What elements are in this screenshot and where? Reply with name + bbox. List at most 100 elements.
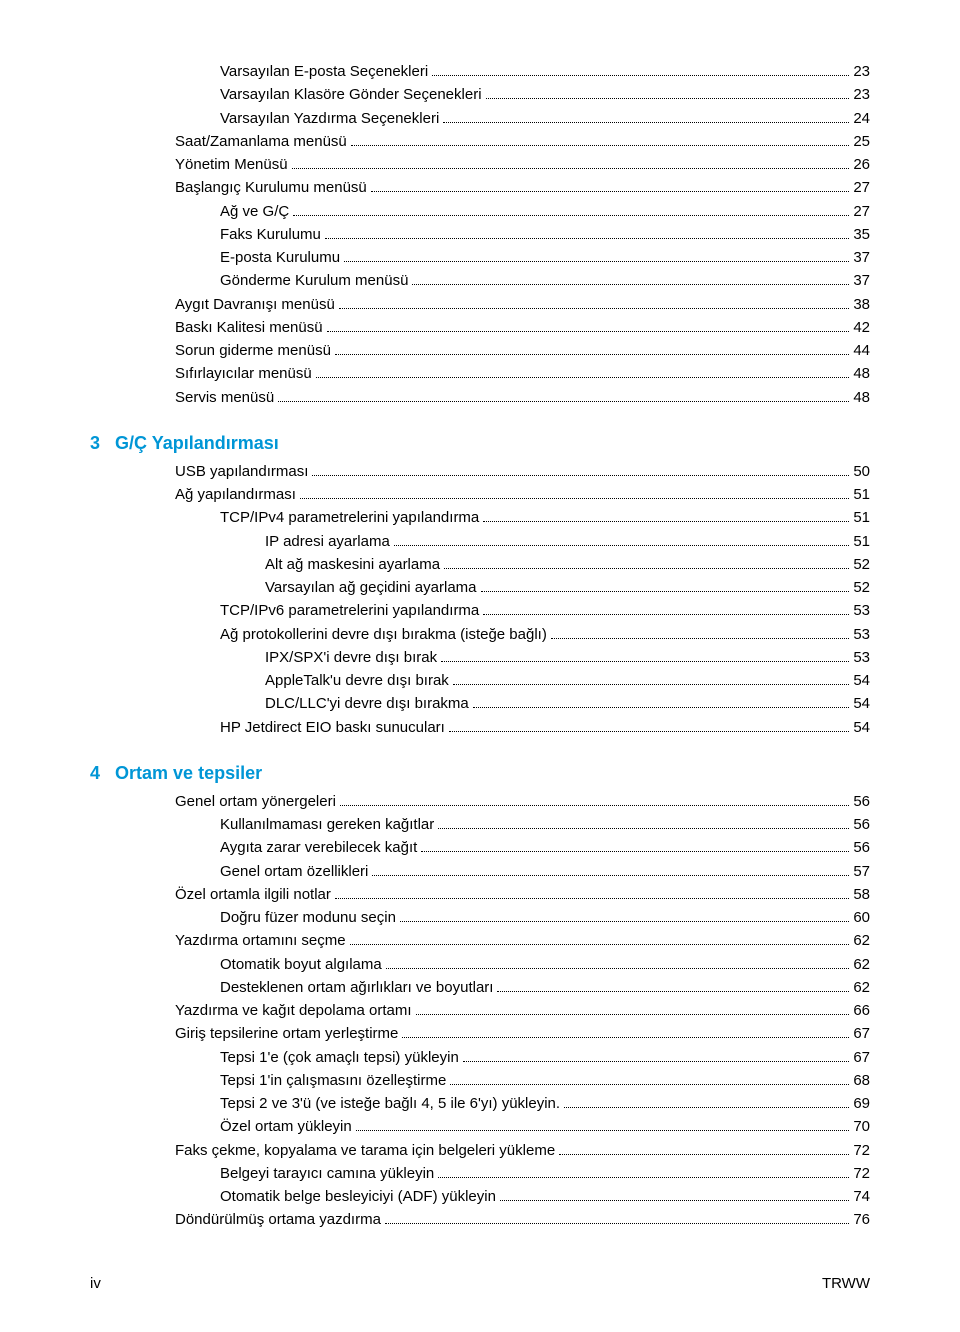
toc-entry[interactable]: TCP/IPv4 parametrelerini yapılandırma51 [90, 506, 870, 529]
toc-leader-dots [444, 568, 849, 569]
toc-entry-page: 72 [853, 1162, 870, 1185]
toc-leader-dots [421, 851, 849, 852]
toc-entry-page: 60 [853, 906, 870, 929]
toc-leader-dots [438, 828, 849, 829]
toc-entry-label: Aygıta zarar verebilecek kağıt [220, 836, 417, 859]
toc-entry-label: USB yapılandırması [175, 460, 308, 483]
document-page: Varsayılan E-posta Seçenekleri23Varsayıl… [0, 0, 960, 1332]
toc-leader-dots [500, 1200, 849, 1201]
toc-entry[interactable]: Ağ yapılandırması51 [90, 483, 870, 506]
toc-entry[interactable]: Doğru füzer modunu seçin 60 [90, 906, 870, 929]
toc-entry[interactable]: Otomatik boyut algılama62 [90, 953, 870, 976]
toc-entry-page: 50 [853, 460, 870, 483]
toc-entry[interactable]: Tepsi 1'in çalışmasını özelleştirme68 [90, 1069, 870, 1092]
toc-entry[interactable]: Gönderme Kurulum menüsü37 [90, 269, 870, 292]
toc-entry[interactable]: USB yapılandırması 50 [90, 460, 870, 483]
toc-entry[interactable]: Yönetim Menüsü26 [90, 153, 870, 176]
section-4-heading: 4 Ortam ve tepsiler [90, 763, 870, 784]
toc-leader-dots [443, 122, 849, 123]
toc-entry[interactable]: Aygıta zarar verebilecek kağıt56 [90, 836, 870, 859]
toc-entry-label: Sıfırlayıcılar menüsü [175, 362, 312, 385]
toc-leader-dots [438, 1177, 849, 1178]
toc-entry-label: Faks çekme, kopyalama ve tarama için bel… [175, 1139, 555, 1162]
toc-entry[interactable]: Yazdırma ve kağıt depolama ortamı66 [90, 999, 870, 1022]
toc-entry-page: 53 [853, 599, 870, 622]
toc-entry-page: 68 [853, 1069, 870, 1092]
toc-leader-dots [400, 921, 849, 922]
toc-entry[interactable]: TCP/IPv6 parametrelerini yapılandırma 53 [90, 599, 870, 622]
toc-entry[interactable]: Sıfırlayıcılar menüsü48 [90, 362, 870, 385]
toc-leader-dots [340, 805, 849, 806]
toc-entry[interactable]: Aygıt Davranışı menüsü38 [90, 293, 870, 316]
toc-entry-label: Tepsi 2 ve 3'ü (ve isteğe bağlı 4, 5 ile… [220, 1092, 560, 1115]
toc-leader-dots [483, 614, 849, 615]
toc-entry-label: IPX/SPX'i devre dışı bırak [265, 646, 437, 669]
toc-entry-label: Doğru füzer modunu seçin [220, 906, 396, 929]
toc-entry[interactable]: Sorun giderme menüsü 44 [90, 339, 870, 362]
section-title-text: Ortam ve tepsiler [115, 763, 262, 783]
toc-entry[interactable]: Alt ağ maskesini ayarlama52 [90, 553, 870, 576]
toc-entry-page: 58 [853, 883, 870, 906]
toc-leader-dots [327, 331, 850, 332]
toc-entry-label: Ağ yapılandırması [175, 483, 296, 506]
toc-entry-page: 23 [853, 83, 870, 106]
toc-entry[interactable]: Baskı Kalitesi menüsü42 [90, 316, 870, 339]
toc-entry-label: Varsayılan Klasöre Gönder Seçenekleri [220, 83, 482, 106]
toc-entry[interactable]: Varsayılan ağ geçidini ayarlama52 [90, 576, 870, 599]
section-title-text: G/Ç Yapılandırması [115, 433, 279, 453]
toc-entry-label: Varsayılan E-posta Seçenekleri [220, 60, 428, 83]
toc-entry[interactable]: Döndürülmüş ortama yazdırma76 [90, 1208, 870, 1231]
toc-entry-label: Genel ortam yönergeleri [175, 790, 336, 813]
toc-leader-dots [350, 944, 850, 945]
toc-entry[interactable]: Özel ortam yükleyin70 [90, 1115, 870, 1138]
toc-entry[interactable]: Otomatik belge besleyiciyi (ADF) yükleyi… [90, 1185, 870, 1208]
toc-entry[interactable]: IP adresi ayarlama51 [90, 530, 870, 553]
toc-entry[interactable]: Varsayılan Yazdırma Seçenekleri24 [90, 107, 870, 130]
toc-entry-label: Desteklenen ortam ağırlıkları ve boyutla… [220, 976, 493, 999]
toc-entry[interactable]: Servis menüsü48 [90, 386, 870, 409]
toc-leader-dots [386, 968, 850, 969]
toc-entry-label: TCP/IPv6 parametrelerini yapılandırma [220, 599, 479, 622]
toc-entry[interactable]: Genel ortam yönergeleri56 [90, 790, 870, 813]
toc-entry-label: Faks Kurulumu [220, 223, 321, 246]
toc-entry[interactable]: Varsayılan Klasöre Gönder Seçenekleri 23 [90, 83, 870, 106]
toc-entry[interactable]: AppleTalk'u devre dışı bırak54 [90, 669, 870, 692]
toc-entry[interactable]: Ağ ve G/Ç27 [90, 200, 870, 223]
toc-entry-page: 76 [853, 1208, 870, 1231]
toc-block-continued: Varsayılan E-posta Seçenekleri23Varsayıl… [90, 60, 870, 409]
toc-entry[interactable]: E-posta Kurulumu37 [90, 246, 870, 269]
toc-entry[interactable]: Genel ortam özellikleri57 [90, 860, 870, 883]
toc-entry-page: 37 [853, 269, 870, 292]
toc-entry[interactable]: Tepsi 2 ve 3'ü (ve isteğe bağlı 4, 5 ile… [90, 1092, 870, 1115]
toc-entry[interactable]: Faks çekme, kopyalama ve tarama için bel… [90, 1139, 870, 1162]
toc-leader-dots [564, 1107, 849, 1108]
toc-entry[interactable]: Saat/Zamanlama menüsü25 [90, 130, 870, 153]
toc-entry-label: HP Jetdirect EIO baskı sunucuları [220, 716, 445, 739]
toc-leader-dots [486, 98, 850, 99]
toc-entry[interactable]: Yazdırma ortamını seçme62 [90, 929, 870, 952]
toc-entry[interactable]: Özel ortamla ilgili notlar58 [90, 883, 870, 906]
toc-entry[interactable]: Tepsi 1'e (çok amaçlı tepsi) yükleyin67 [90, 1046, 870, 1069]
toc-leader-dots [432, 75, 849, 76]
toc-entry[interactable]: DLC/LLC'yi devre dışı bırakma54 [90, 692, 870, 715]
toc-entry[interactable]: Kullanılmaması gereken kağıtlar56 [90, 813, 870, 836]
toc-leader-dots [292, 168, 850, 169]
toc-leader-dots [335, 354, 849, 355]
toc-entry-page: 27 [853, 200, 870, 223]
toc-leader-dots [463, 1061, 850, 1062]
toc-entry-page: 44 [853, 339, 870, 362]
toc-leader-dots [559, 1154, 849, 1155]
section-number: 3 [90, 433, 100, 453]
toc-entry[interactable]: Desteklenen ortam ağırlıkları ve boyutla… [90, 976, 870, 999]
toc-entry[interactable]: IPX/SPX'i devre dışı bırak53 [90, 646, 870, 669]
toc-entry[interactable]: Belgeyi tarayıcı camına yükleyin72 [90, 1162, 870, 1185]
toc-entry[interactable]: Giriş tepsilerine ortam yerleştirme67 [90, 1022, 870, 1045]
toc-leader-dots [385, 1223, 849, 1224]
toc-entry[interactable]: Ağ protokollerini devre dışı bırakma (is… [90, 623, 870, 646]
toc-leader-dots [344, 261, 849, 262]
toc-entry[interactable]: Başlangıç Kurulumu menüsü27 [90, 176, 870, 199]
toc-entry[interactable]: HP Jetdirect EIO baskı sunucuları54 [90, 716, 870, 739]
toc-entry-label: Sorun giderme menüsü [175, 339, 331, 362]
toc-entry[interactable]: Faks Kurulumu35 [90, 223, 870, 246]
toc-entry[interactable]: Varsayılan E-posta Seçenekleri23 [90, 60, 870, 83]
